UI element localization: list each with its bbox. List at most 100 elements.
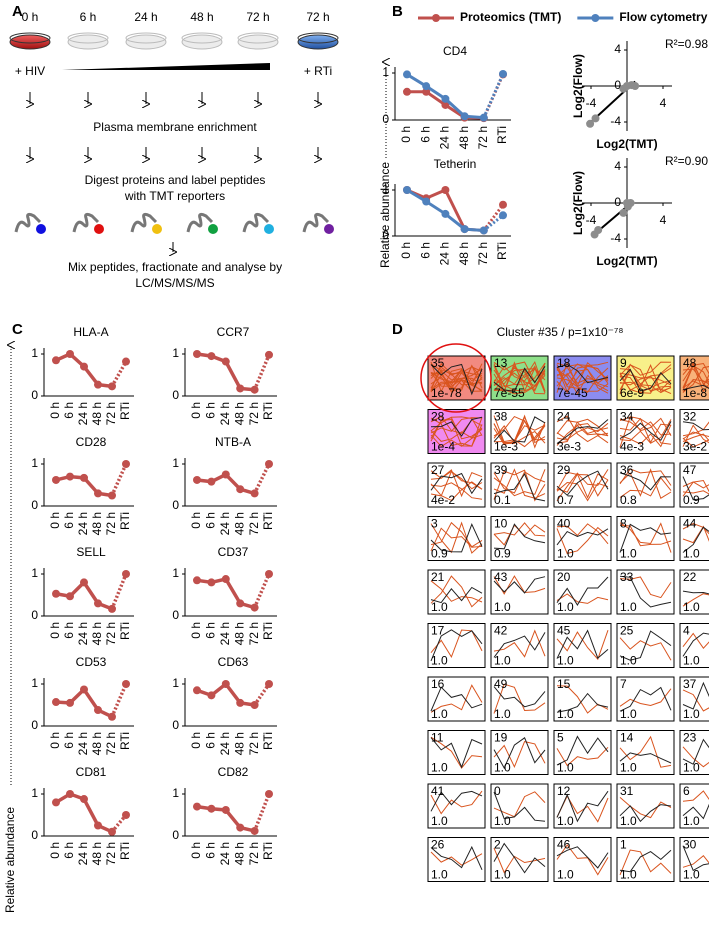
cluster-id: 49 <box>494 677 508 691</box>
legend-label: Proteomics (TMT) <box>460 10 561 24</box>
cluster-id: 18 <box>557 356 571 370</box>
legend-swatch-dot <box>432 14 440 22</box>
reporter <box>36 224 46 234</box>
chart-title: CD82 <box>218 765 249 779</box>
cluster-box <box>490 623 549 668</box>
x-tick-label: 48 h <box>90 842 104 865</box>
peptide <box>72 212 100 233</box>
x-tick-label: 24 h <box>76 402 90 425</box>
cluster-id: 41 <box>431 784 445 798</box>
cluster-id: 6 <box>683 784 690 798</box>
cluster-cell: 411.0 <box>427 783 486 829</box>
data-point <box>221 805 230 814</box>
data-point <box>250 385 259 394</box>
series-line-dotted <box>252 354 271 391</box>
y-tick-label: 0 <box>172 388 179 402</box>
data-point <box>207 804 216 813</box>
cluster-p: 1.0 <box>557 547 574 561</box>
data-point <box>265 680 273 688</box>
x-tick-label: 0 h <box>189 402 203 419</box>
cluster-box <box>427 837 486 882</box>
cluster-p: 1.0 <box>683 600 700 614</box>
y-tick-label: 0 <box>31 498 38 512</box>
cluster-trace <box>556 526 609 555</box>
x-tick-label: 48 h <box>90 732 104 755</box>
y-tick-label: 0 <box>382 112 389 126</box>
cluster-trace <box>493 632 546 658</box>
cluster-trace <box>493 469 546 497</box>
peptide <box>130 212 158 233</box>
y-tick-label: 1 <box>172 786 179 800</box>
y-tick-label: 1 <box>172 566 179 580</box>
data-point <box>265 790 273 798</box>
cluster-box <box>553 730 612 775</box>
cluster-cell: 01.0 <box>490 783 549 829</box>
data-point <box>94 489 102 498</box>
x-tick-label: -4 <box>586 96 597 110</box>
data-point <box>94 706 102 715</box>
series-line-dotted <box>110 463 128 497</box>
x-tick-label: 72 h <box>104 732 118 755</box>
reporter <box>94 224 104 234</box>
cluster-cell: 221.0 <box>679 569 709 615</box>
x-tick-label: 72 h <box>104 512 118 535</box>
data-point <box>52 698 60 707</box>
y-tick-label: 0 <box>172 828 179 842</box>
chart-title: CD53 <box>76 655 107 669</box>
cluster-id: 8 <box>620 517 627 531</box>
x-tick-label: 0 h <box>48 402 62 419</box>
x-tick-label: 72 h <box>476 126 490 149</box>
data-point <box>403 186 411 194</box>
cluster-id: 29 <box>557 463 571 477</box>
data-point <box>422 87 431 96</box>
x-tick-label: 72 h <box>104 842 118 865</box>
step-text: Plasma membrane enrichment <box>93 120 257 134</box>
data-point <box>193 350 201 358</box>
peptide <box>186 212 214 233</box>
cluster-trace <box>619 476 672 498</box>
x-tick-label: 48 h <box>457 242 471 265</box>
cluster-trace <box>619 849 672 876</box>
cluster-p: 1.0 <box>431 761 448 775</box>
cluster-id: 35 <box>431 356 445 370</box>
data-point <box>221 680 230 688</box>
cluster-trace <box>619 752 672 764</box>
cluster-trace <box>430 366 483 379</box>
x-tick-label: 24 h <box>218 842 232 865</box>
cluster-id: 45 <box>557 624 571 638</box>
cluster-box <box>553 409 612 454</box>
data-point <box>52 589 60 598</box>
dish <box>181 34 223 50</box>
step-text: LC/MS/MS/MS <box>135 276 214 290</box>
cluster-cell: 331.0 <box>616 569 675 615</box>
y-axis-label: Relative abundance <box>378 162 392 268</box>
cluster-trace <box>430 364 483 391</box>
data-point <box>236 823 245 832</box>
x-tick-label: 48 h <box>90 622 104 645</box>
y-tick-label: 1 <box>31 676 38 690</box>
cluster-p: 1.0 <box>557 600 574 614</box>
data-point <box>422 197 431 206</box>
cluster-id: 17 <box>431 624 445 638</box>
series-line <box>196 577 256 610</box>
cluster-id: 26 <box>431 838 445 852</box>
cluster-p: 0.9 <box>494 547 511 561</box>
chart-title: HLA-A <box>73 325 108 339</box>
legend-swatch-dot <box>591 14 600 22</box>
timepoint-label: 72 h <box>306 10 329 24</box>
data-point <box>221 357 230 366</box>
cluster-trace <box>430 851 483 866</box>
cluster-trace <box>556 846 609 869</box>
data-point <box>250 701 259 709</box>
x-axis-label: Log2(TMT) <box>596 254 657 268</box>
dish <box>67 34 109 50</box>
cluster-id: 33 <box>620 570 634 584</box>
cluster-trace <box>430 363 483 396</box>
x-tick-label: 24 h <box>218 622 232 645</box>
x-axis-label: Log2(TMT) <box>596 137 657 151</box>
cluster-trace <box>619 375 672 391</box>
data-point <box>594 226 603 234</box>
x-tick-label: 0 h <box>189 512 203 529</box>
data-point <box>499 211 507 220</box>
step-text: Mix peptides, fractionate and analyse by <box>68 260 282 274</box>
